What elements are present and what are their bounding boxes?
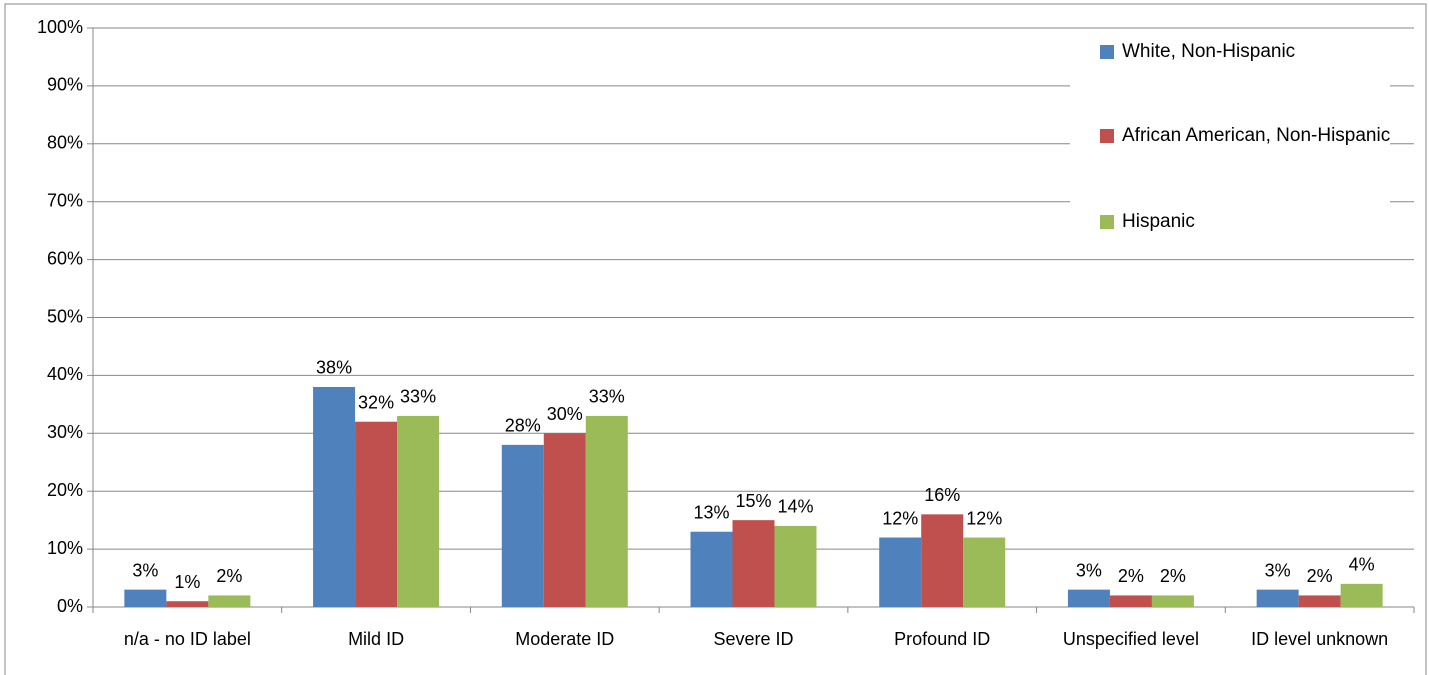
data-label: 13% [693,502,729,522]
x-tick-label: Profound ID [894,629,990,649]
bar [1109,595,1152,607]
data-label: 12% [966,508,1002,528]
data-label: 3% [1076,560,1102,580]
bar [124,589,167,607]
bar [690,531,733,607]
data-label: 3% [1265,560,1291,580]
y-tick-label: 30% [47,422,83,442]
bar [1256,589,1299,607]
data-label: 38% [316,358,352,378]
y-tick-label: 100% [37,17,83,37]
bar [585,415,628,607]
chart-border [4,3,1427,675]
x-tick-label: Severe ID [713,629,793,649]
bar [963,537,1006,607]
data-label: 2% [1118,566,1144,586]
bar [1151,595,1194,607]
x-tick-label: Moderate ID [515,629,614,649]
x-tick-label: n/a - no ID label [124,629,251,649]
y-tick-label: 90% [47,75,83,95]
bar [1298,595,1341,607]
bar [501,444,544,607]
data-label: 3% [132,560,158,580]
bar [313,386,356,607]
bar [208,595,251,607]
legend: White, Non-Hispanic African American, Non… [1070,30,1390,258]
bar [1340,583,1383,607]
data-label: 32% [358,392,394,412]
data-label: 2% [216,566,242,586]
legend-item: Hispanic [1100,208,1392,235]
y-tick-label: 50% [47,306,83,326]
y-tick-label: 10% [47,538,83,558]
legend-swatch [1100,45,1114,59]
x-tick-label: Unspecified level [1063,629,1199,649]
legend-label: African American, Non-Hispanic [1122,125,1391,146]
data-label: 12% [882,508,918,528]
data-label: 33% [589,387,625,407]
legend-label: White, Non-Hispanic [1122,41,1296,62]
y-tick-label: 20% [47,480,83,500]
legend-item: White, Non-Hispanic [1100,38,1392,65]
bar [1067,589,1110,607]
bar [879,537,922,607]
data-label: 2% [1160,566,1186,586]
data-label: 4% [1349,555,1375,575]
legend-item: African American, Non-Hispanic [1100,122,1392,149]
bar [355,421,398,607]
data-label: 30% [547,404,583,424]
y-tick-label: 80% [47,133,83,153]
data-label: 33% [400,387,436,407]
y-tick-label: 70% [47,190,83,210]
x-tick-label: ID level unknown [1251,629,1388,649]
x-tick-label: Mild ID [348,629,404,649]
data-label: 2% [1307,566,1333,586]
bar [921,514,964,607]
y-tick-label: 0% [57,596,83,616]
bar [732,520,775,607]
y-tick-label: 60% [47,248,83,268]
data-label: 28% [505,416,541,436]
bar [397,415,440,607]
legend-swatch [1100,129,1114,143]
legend-label: Hispanic [1122,211,1195,232]
bar [166,601,209,607]
y-tick-label: 40% [47,364,83,384]
data-label: 14% [777,497,813,517]
bar [543,433,586,607]
data-label: 16% [924,485,960,505]
data-label: 15% [735,491,771,511]
legend-swatch [1100,215,1114,229]
bar [774,525,817,607]
data-label: 1% [174,572,200,592]
